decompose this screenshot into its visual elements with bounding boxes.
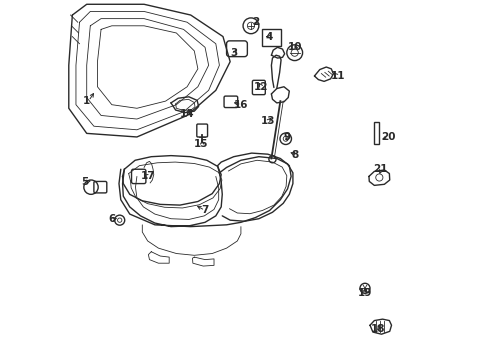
Bar bbox=[262, 29, 281, 46]
Text: 8: 8 bbox=[290, 150, 298, 160]
Text: 9: 9 bbox=[284, 132, 290, 142]
Text: 10: 10 bbox=[287, 42, 301, 52]
Text: 7: 7 bbox=[201, 206, 208, 216]
Text: 20: 20 bbox=[380, 132, 394, 142]
Text: 3: 3 bbox=[230, 48, 237, 58]
Text: 1: 1 bbox=[83, 96, 90, 106]
Text: 5: 5 bbox=[81, 177, 88, 187]
Text: 21: 21 bbox=[373, 164, 387, 174]
Text: 17: 17 bbox=[140, 171, 155, 181]
Bar bbox=[373, 122, 379, 144]
Text: 14: 14 bbox=[180, 109, 194, 119]
Text: 2: 2 bbox=[251, 17, 258, 27]
Text: 15: 15 bbox=[194, 139, 208, 149]
Text: 4: 4 bbox=[265, 32, 273, 41]
Text: 13: 13 bbox=[260, 116, 274, 126]
Text: 12: 12 bbox=[253, 82, 267, 92]
Text: 16: 16 bbox=[233, 100, 247, 110]
Text: 18: 18 bbox=[370, 324, 385, 334]
Text: 19: 19 bbox=[357, 288, 371, 298]
Text: 11: 11 bbox=[330, 71, 344, 81]
Text: 6: 6 bbox=[108, 215, 115, 224]
